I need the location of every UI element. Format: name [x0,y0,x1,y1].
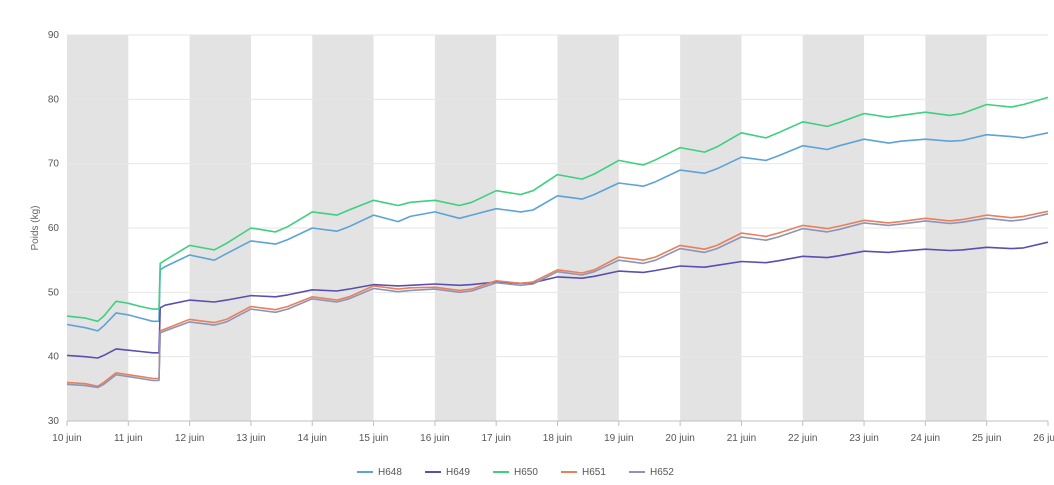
x-tick-label: 24 juin [911,433,940,444]
y-tick-label: 60 [48,223,60,234]
x-tick-label: 19 juin [604,433,633,444]
y-tick-label: 30 [48,416,60,427]
legend-label-h652: H652 [650,467,674,478]
legend-label-h650: H650 [514,467,538,478]
y-tick-label: 70 [48,159,60,170]
x-tick-label: 12 juin [175,433,204,444]
series-lines [66,96,1049,389]
y-tick-label: 40 [48,352,60,363]
y-axis-title: Poids (kg) [30,205,41,250]
y-tick-label: 90 [48,30,60,41]
x-tick-label: 14 juin [298,433,327,444]
x-tick-label: 13 juin [236,433,265,444]
legend-label-h649: H649 [446,467,470,478]
axes: 30 40 50 60 70 80 90 10 juin 11 juin 12 juin 13 ju… [30,30,1054,444]
x-tick-label: 20 juin [665,433,694,444]
legend: H648 H649 H650 H651 H652 [357,467,674,478]
x-tick-label: 16 juin [420,433,449,444]
x-tick-label: 25 juin [972,433,1001,444]
legend-label-h651: H651 [582,467,606,478]
x-tick-label: 22 juin [788,433,817,444]
series-line-h650 [66,96,1049,323]
y-tick-label: 50 [48,287,60,298]
y-tick-label: 80 [48,94,60,105]
legend-label-h648: H648 [378,467,402,478]
x-tick-label: 26 juin [1033,433,1054,444]
x-tick-label: 15 juin [359,433,388,444]
x-tick-label: 18 juin [543,433,572,444]
x-tick-label: 10 juin [52,433,81,444]
series-line-h652 [66,213,1049,389]
x-tick-label: 23 juin [849,433,878,444]
x-tick-label: 21 juin [727,433,756,444]
x-tick-label: 17 juin [481,433,510,444]
x-tick-label: 11 juin [114,433,143,444]
